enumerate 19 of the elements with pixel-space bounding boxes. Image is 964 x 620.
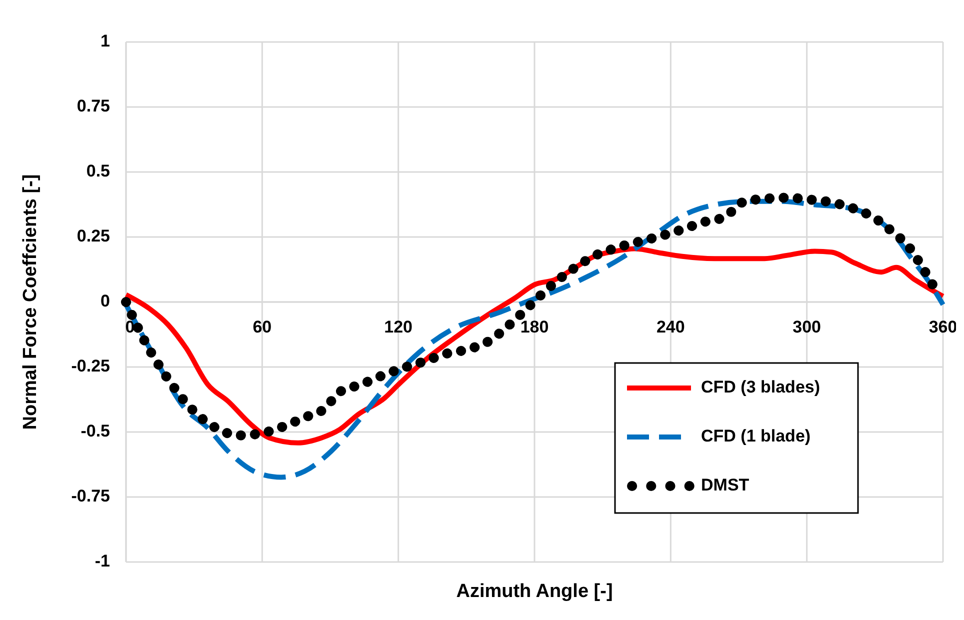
y-tick-label: -0.5 xyxy=(80,421,110,440)
y-axis-title: Normal Force Coeffcients [-] xyxy=(20,174,41,430)
x-axis-title: Azimuth Angle [-] xyxy=(456,581,613,602)
legend-label: DMST xyxy=(701,475,750,494)
y-tick-label: 1 xyxy=(100,31,110,50)
legend-label: CFD (1 blade) xyxy=(701,426,811,446)
y-tick-label: 0 xyxy=(100,291,110,310)
y-tick-label: -0.25 xyxy=(71,356,110,376)
x-tick-label: 180 xyxy=(520,317,549,336)
y-tick-label: 0.5 xyxy=(86,161,110,180)
y-tick-label: -1 xyxy=(94,551,110,570)
x-tick-label: 120 xyxy=(384,317,413,336)
x-tick-label: 300 xyxy=(792,317,822,336)
legend-label: CFD (3 blades) xyxy=(701,377,820,396)
y-tick-label: 0.75 xyxy=(76,96,110,116)
x-tick-label: 240 xyxy=(656,317,685,336)
x-tick-label: 60 xyxy=(252,317,272,336)
y-tick-label: -0.75 xyxy=(71,486,110,506)
y-tick-label: 0.25 xyxy=(76,226,110,246)
